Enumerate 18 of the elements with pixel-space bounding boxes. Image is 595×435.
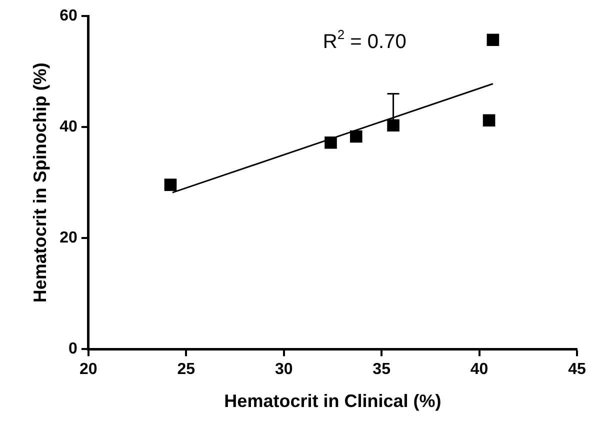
- x-tick-label: 25: [177, 361, 196, 378]
- point: [387, 119, 400, 132]
- point: [486, 34, 500, 46]
- x-tick-label: 45: [568, 361, 586, 378]
- point: [482, 114, 496, 127]
- x-tick-label: 40: [470, 361, 488, 378]
- point: [350, 130, 362, 143]
- y-tick-label: 20: [60, 230, 78, 247]
- y-axis-title: Hematocrit in Spinochip (%): [30, 62, 50, 303]
- x-tick-label: 20: [80, 361, 98, 378]
- x-tick-label: 30: [274, 361, 293, 378]
- y-tick-label: 60: [60, 7, 78, 24]
- y-tick-label: 0: [68, 340, 78, 358]
- x-tick-label: 35: [372, 361, 391, 378]
- y-tick-label: 40: [60, 118, 78, 136]
- point: [324, 136, 337, 149]
- point: [164, 178, 177, 191]
- x-axis-title: Hematocrit in Clinical (%): [224, 391, 442, 412]
